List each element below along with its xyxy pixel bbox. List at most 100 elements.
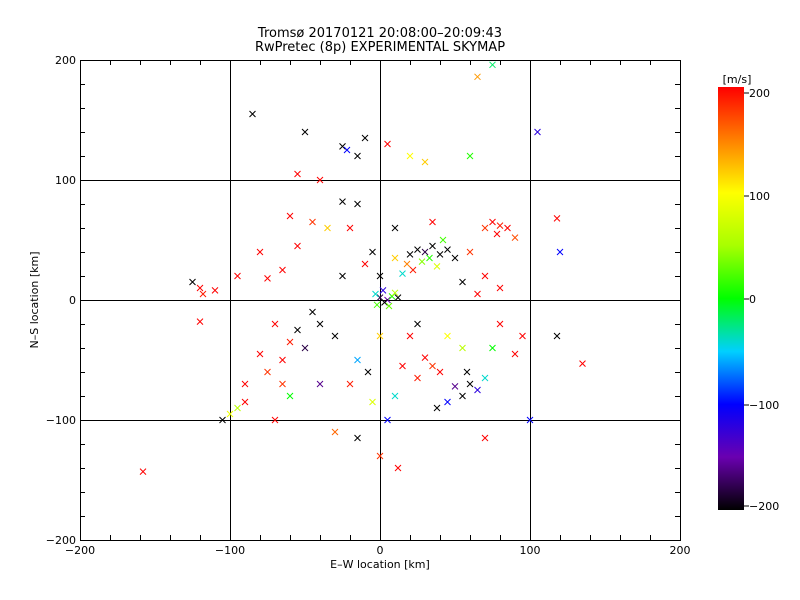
data-point-5 <box>391 289 399 297</box>
data-point-81 <box>553 332 561 340</box>
data-point-104 <box>264 275 271 282</box>
data-point-59 <box>196 284 204 292</box>
data-point-83 <box>481 434 489 442</box>
data-point-37 <box>436 368 444 376</box>
data-point-21 <box>433 263 441 270</box>
data-point-120 <box>496 320 504 328</box>
data-point-116 <box>271 416 279 424</box>
data-point-33 <box>459 392 466 400</box>
data-point-18 <box>403 260 411 268</box>
colorbar-tick-label-1: 100 <box>749 190 770 203</box>
data-point-52 <box>264 368 271 376</box>
data-point-92 <box>391 392 399 400</box>
data-point-64 <box>294 170 301 178</box>
data-point-44 <box>294 326 301 334</box>
data-point-114 <box>279 380 286 388</box>
data-point-27 <box>504 224 511 232</box>
x-tick-label-0: −200 <box>65 544 95 557</box>
data-point-61 <box>211 287 219 294</box>
data-point-34 <box>481 374 489 382</box>
data-point-103 <box>279 266 286 274</box>
data-point-24 <box>439 236 447 244</box>
data-point-128 <box>496 284 504 292</box>
data-point-50 <box>279 356 286 364</box>
data-point-112 <box>369 398 376 406</box>
data-point-111 <box>346 380 354 388</box>
data-point-94 <box>324 224 331 232</box>
data-point-32 <box>474 386 481 394</box>
data-point-6 <box>373 301 381 309</box>
data-point-36 <box>444 398 451 406</box>
data-point-73 <box>421 158 429 166</box>
data-point-4 <box>381 299 388 306</box>
colorbar-tick-label-4: −200 <box>749 500 779 513</box>
data-point-93 <box>346 224 354 232</box>
data-point-54 <box>234 404 241 412</box>
data-point-2 <box>372 290 379 298</box>
data-point-77 <box>534 128 541 136</box>
data-point-105 <box>234 272 241 280</box>
data-point-42 <box>463 368 471 376</box>
data-point-8 <box>394 294 402 301</box>
data-point-97 <box>354 200 361 208</box>
data-point-101 <box>361 260 369 268</box>
data-point-60 <box>199 290 207 298</box>
data-point-46 <box>271 320 279 328</box>
data-point-100 <box>376 272 384 280</box>
data-point-71 <box>384 140 391 148</box>
colorbar-tick-label-0: 200 <box>749 87 770 100</box>
data-point-11 <box>414 246 421 253</box>
data-point-102 <box>339 272 346 280</box>
data-point-62 <box>139 468 147 475</box>
data-point-14 <box>436 251 444 258</box>
x-tick-label-2: 0 <box>377 544 384 557</box>
data-point-126 <box>466 248 474 256</box>
data-point-95 <box>286 212 294 220</box>
data-point-68 <box>301 128 309 136</box>
data-point-72 <box>406 152 414 160</box>
data-point-74 <box>466 152 474 160</box>
y-tick-label-3: 100 <box>55 174 76 187</box>
data-point-58 <box>189 278 196 286</box>
data-point-40 <box>414 374 421 382</box>
grid-lines <box>80 60 680 540</box>
data-point-109 <box>414 320 421 328</box>
data-point-41 <box>433 404 441 412</box>
y-tick-label-0: −200 <box>46 534 76 547</box>
chart-subtitle: RwPretec (8p) EXPERIMENTAL SKYMAP <box>255 40 505 55</box>
data-point-98 <box>339 198 346 205</box>
data-point-39 <box>421 354 429 361</box>
data-point-47 <box>301 344 309 352</box>
data-point-69 <box>343 146 351 154</box>
data-point-76 <box>489 61 496 69</box>
data-point-9 <box>385 302 393 310</box>
data-point-130 <box>474 290 481 298</box>
data-point-89 <box>364 368 372 376</box>
data-point-106 <box>256 248 264 256</box>
data-point-115 <box>316 380 324 388</box>
data-point-82 <box>526 416 534 424</box>
data-point-65 <box>316 176 324 184</box>
data-point-91 <box>354 356 361 364</box>
data-point-67 <box>339 143 346 150</box>
data-point-30 <box>511 234 519 241</box>
data-point-84 <box>394 464 402 472</box>
data-point-79 <box>553 215 561 222</box>
x-axis-label: E–W location [km] <box>330 558 430 571</box>
y-tick-label-4: 200 <box>55 54 76 67</box>
data-point-125 <box>429 218 436 226</box>
data-point-10 <box>406 251 414 258</box>
data-point-90 <box>399 362 406 370</box>
y-tick-label-2: 0 <box>69 294 76 307</box>
data-point-75 <box>474 73 481 81</box>
data-point-25 <box>489 218 496 226</box>
data-point-56 <box>241 398 249 406</box>
y-tick-label-1: −100 <box>46 414 76 427</box>
data-point-78 <box>556 248 564 256</box>
data-point-113 <box>286 392 294 400</box>
data-point-49 <box>309 308 316 316</box>
data-point-110 <box>376 332 384 340</box>
data-point-31 <box>466 380 474 388</box>
data-point-48 <box>331 332 339 340</box>
